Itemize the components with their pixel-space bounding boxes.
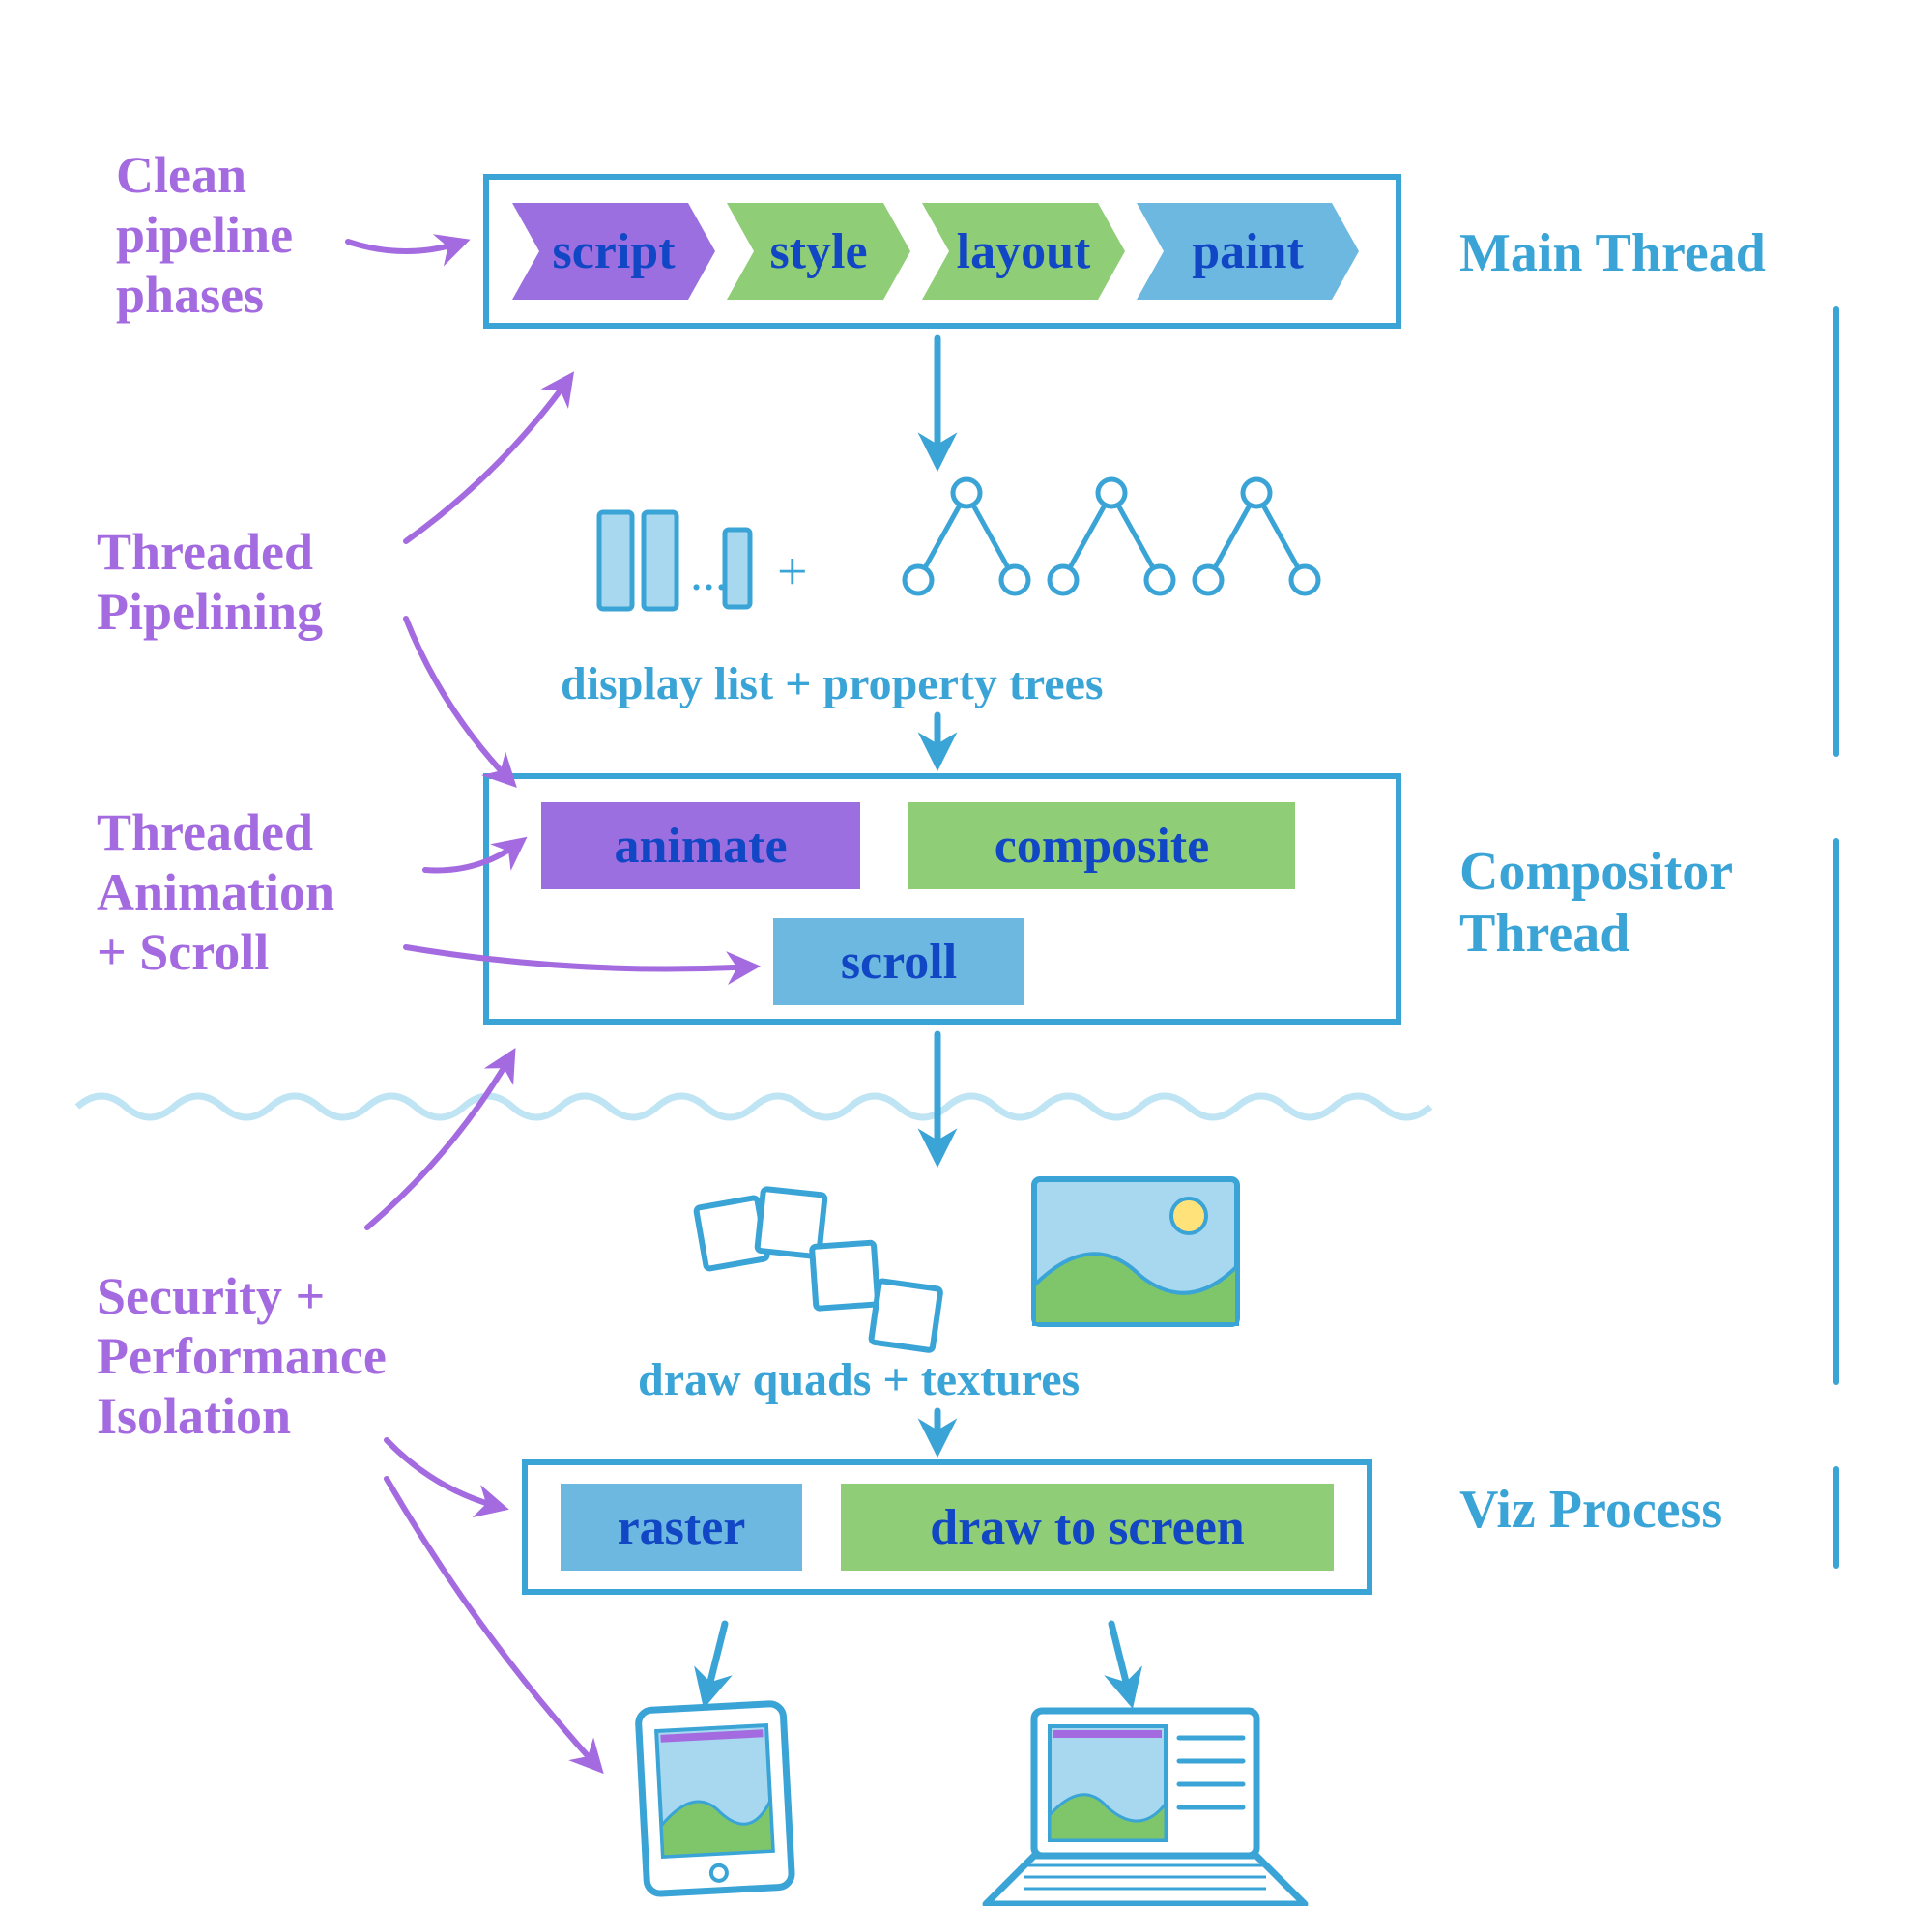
annotation-clean-pipeline: Cleanpipelinephases bbox=[116, 145, 293, 325]
compositor-chip-composite: composite bbox=[908, 802, 1295, 889]
main-chip-paint: paint bbox=[1137, 203, 1359, 300]
compositor-chip-scroll: scroll bbox=[773, 918, 1024, 1005]
annotation-sec-perf: Security +PerformanceIsolation bbox=[97, 1266, 387, 1446]
intermediate-label-draw-quads: draw quads + textures bbox=[638, 1353, 1080, 1406]
main-chip-layout: layout bbox=[922, 203, 1125, 300]
main-chip-style: style bbox=[727, 203, 910, 300]
compositor-chip-animate: animate bbox=[541, 802, 860, 889]
annotation-threaded-anim: ThreadedAnimation+ Scroll bbox=[97, 802, 334, 982]
main-chip-script: script bbox=[512, 203, 715, 300]
thread-label-compositor-thread: CompositorThread bbox=[1459, 841, 1733, 966]
thread-label-viz-process: Viz Process bbox=[1459, 1479, 1722, 1541]
viz-chip-draw-to-screen: draw to screen bbox=[841, 1484, 1334, 1571]
annotation-threaded-pipe: ThreadedPipelining bbox=[97, 522, 323, 642]
intermediate-label-display-list: display list + property trees bbox=[561, 657, 1104, 710]
thread-label-main-thread: Main Thread bbox=[1459, 222, 1766, 284]
viz-chip-raster: raster bbox=[561, 1484, 802, 1571]
